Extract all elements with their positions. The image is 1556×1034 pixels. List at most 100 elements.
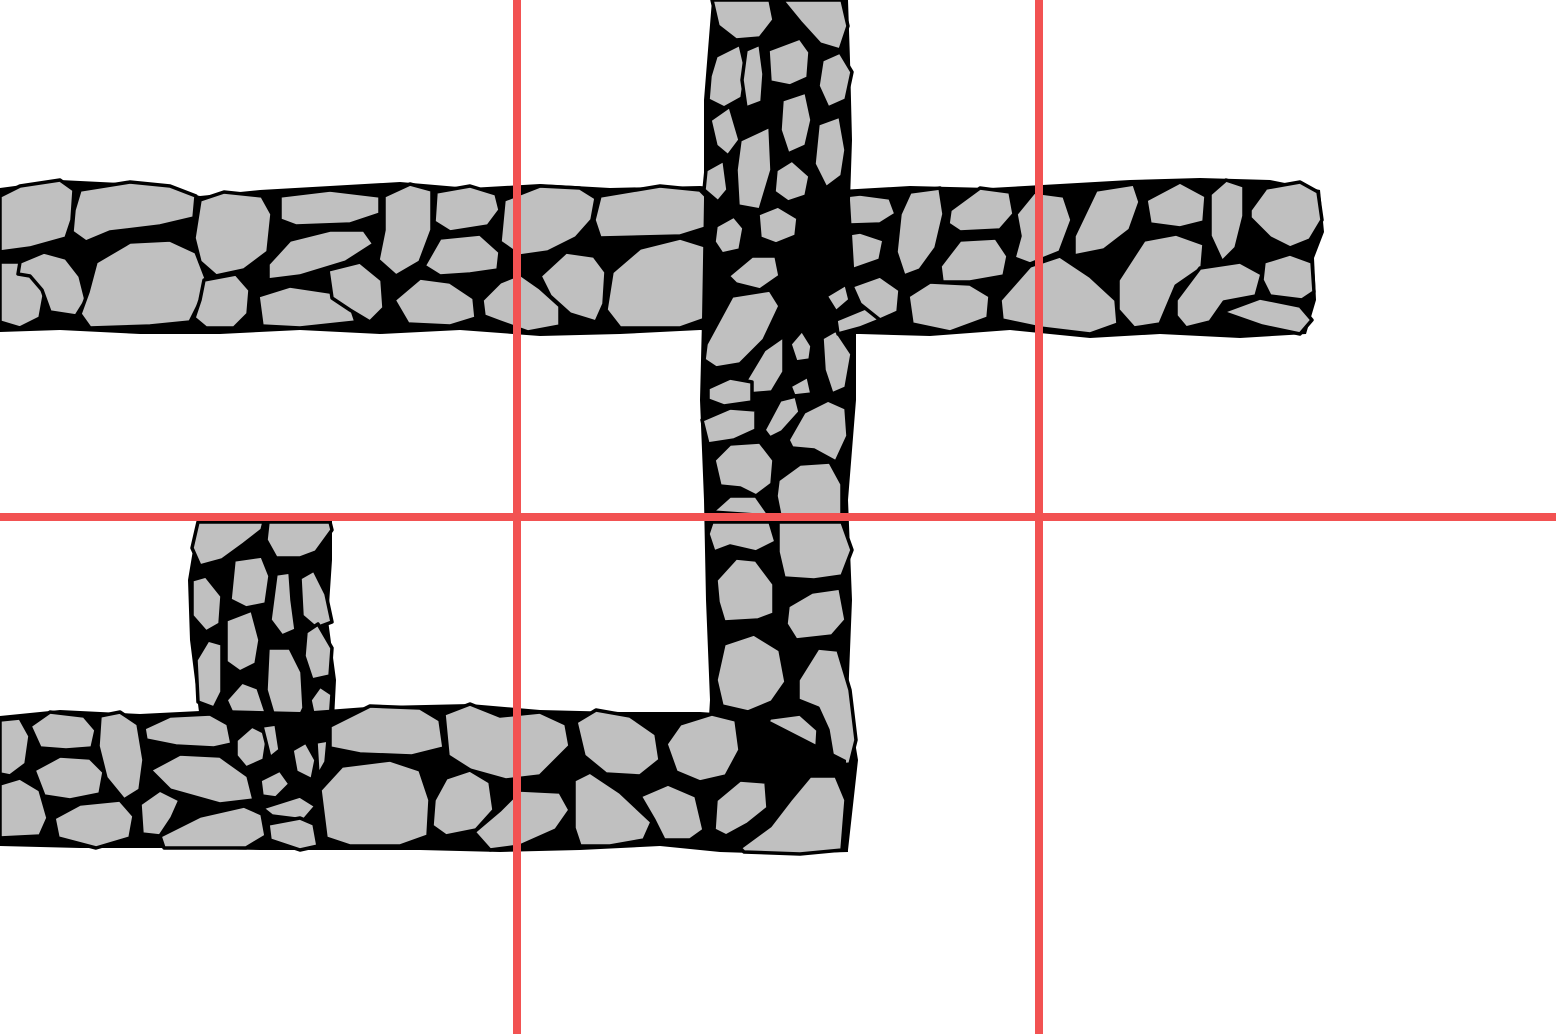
stone: [70, 180, 198, 244]
stone: [708, 104, 742, 158]
stone: [0, 716, 32, 778]
stone: [788, 374, 814, 398]
stone: [906, 280, 992, 334]
stone: [328, 704, 446, 758]
stone: [158, 804, 268, 850]
stone: [442, 702, 572, 782]
stone: [16, 250, 88, 318]
stone: [778, 90, 814, 156]
stone: [816, 50, 854, 110]
stone: [998, 254, 1120, 336]
stone: [498, 184, 598, 258]
stone: [1220, 296, 1314, 336]
stone: [290, 740, 318, 782]
stone: [260, 794, 318, 822]
stone: [1116, 232, 1206, 330]
stone: [706, 376, 754, 408]
stone: [298, 568, 334, 630]
stone: [258, 768, 292, 800]
stone: [228, 554, 272, 610]
stone: [824, 282, 852, 314]
stone: [32, 754, 106, 802]
bottom-wall: [0, 702, 848, 856]
stone: [278, 188, 382, 228]
stone: [538, 250, 608, 324]
stone: [788, 328, 814, 364]
stone: [772, 158, 812, 204]
stone: [422, 232, 502, 278]
stone: [268, 570, 298, 638]
stone: [572, 770, 654, 848]
stone: [1208, 178, 1246, 264]
stone: [192, 272, 252, 330]
stone: [726, 254, 782, 292]
stone: [266, 816, 320, 852]
stone: [318, 758, 432, 848]
stone: [0, 776, 50, 840]
stone: [392, 276, 478, 328]
stone: [712, 440, 776, 498]
stone: [774, 460, 844, 518]
stone: [850, 274, 902, 322]
stone: [326, 260, 386, 324]
stone: [638, 782, 706, 842]
stone: [1072, 182, 1142, 258]
stone: [894, 186, 946, 278]
stone: [714, 556, 776, 624]
stone: [702, 158, 730, 204]
stone: [472, 788, 572, 852]
stone: [1174, 260, 1264, 330]
stone: [592, 184, 716, 240]
stone: [314, 738, 330, 778]
stone: [664, 712, 742, 784]
stone: [714, 632, 788, 714]
central-pillar: [700, 0, 902, 852]
stone: [762, 394, 802, 440]
stone: [756, 204, 800, 246]
stone: [734, 124, 774, 212]
stone: [376, 182, 434, 278]
stone: [780, 0, 850, 52]
stone: [142, 712, 234, 750]
stone: [706, 42, 748, 110]
stone: [710, 0, 776, 42]
stone-walls: [0, 0, 1324, 856]
stone: [28, 710, 98, 752]
stone: [776, 520, 854, 582]
stone: [766, 36, 812, 88]
stone: [190, 574, 224, 634]
stone: [712, 778, 770, 838]
stone: [740, 42, 766, 110]
stone: [266, 228, 376, 282]
stone: [260, 722, 282, 760]
stone: [148, 752, 256, 806]
stone: [812, 114, 848, 190]
stone: [138, 788, 182, 838]
stone: [738, 774, 848, 856]
top-wall: [0, 178, 1324, 338]
stone: [712, 214, 746, 256]
stone: [192, 190, 274, 278]
stone: [234, 724, 270, 770]
short-pillar: [188, 520, 336, 736]
stone: [194, 638, 224, 710]
stone: [796, 646, 858, 768]
stone: [702, 288, 782, 370]
stone: [432, 184, 502, 234]
stone: [700, 406, 758, 446]
stone: [786, 398, 850, 464]
stone: [52, 798, 136, 850]
stone: [706, 520, 778, 554]
stone: [96, 710, 146, 802]
stone: [430, 768, 496, 838]
stone: [1248, 180, 1324, 250]
stone: [302, 622, 334, 682]
stone: [784, 586, 848, 642]
stone: [574, 708, 662, 778]
stone: [946, 186, 1016, 234]
stone: [224, 608, 262, 674]
stone: [1260, 252, 1316, 302]
stone: [264, 520, 334, 560]
